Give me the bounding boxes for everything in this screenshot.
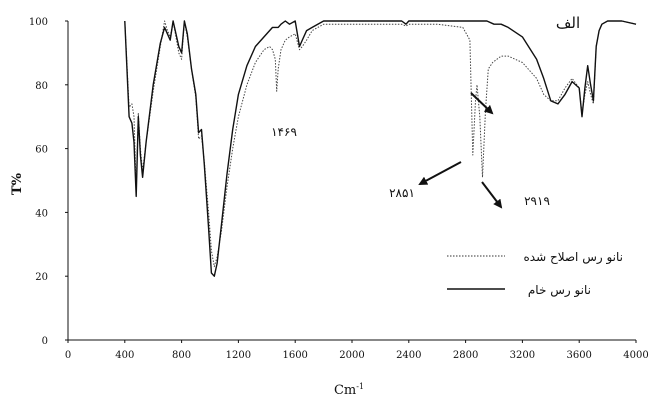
- x-tick-label: 2800: [453, 350, 478, 361]
- x-tick-label: 3600: [566, 350, 591, 361]
- annotation-arrow-2851: [418, 161, 462, 185]
- x-tick-label: 3200: [510, 350, 535, 361]
- x-tick-label: 800: [172, 350, 191, 361]
- series-layer: [124, 20, 637, 277]
- y-axis-title: T%: [10, 172, 25, 195]
- y-tick-label: 100: [29, 17, 48, 28]
- series-line-0: [124, 20, 637, 268]
- x-tick-label: 400: [115, 350, 134, 361]
- y-tick-label: 0: [42, 336, 48, 347]
- y-tick-labels: 0 20 40 60 80 100: [29, 17, 68, 347]
- annotation-label-2851: ۲۸۵۱: [389, 186, 415, 200]
- x-tick-label: 2400: [396, 350, 421, 361]
- x-tick-label: 1200: [226, 350, 251, 361]
- annotation-label-1469: ۱۴۶۹: [271, 125, 297, 139]
- legend: نانو رس اصلاح شده نانو رس خام: [447, 250, 623, 298]
- annotation-label-2919: ۲۹۱۹: [524, 194, 550, 208]
- annotation-arrow-2919: [481, 181, 503, 209]
- panel-label: الف: [556, 14, 580, 32]
- x-tick-labels: 0 400 800 1200 1600 2000 2400 2800 3200 3600 4000: [65, 340, 649, 361]
- y-tick-label: 20: [35, 272, 48, 283]
- x-tick-label: 2000: [339, 350, 364, 361]
- y-tick-label: 60: [35, 145, 48, 156]
- x-tick-label: 4000: [623, 350, 648, 361]
- x-tick-label: 0: [65, 350, 71, 361]
- x-tick-label: 1600: [282, 350, 307, 361]
- x-axis-title: Cm-1: [334, 382, 364, 398]
- legend-label-raw: نانو رس خام: [528, 283, 591, 298]
- series-line-1: [124, 20, 637, 277]
- y-tick-label: 40: [35, 208, 48, 219]
- annotation-arrow-1469: [470, 92, 494, 115]
- legend-label-modified: نانو رس اصلاح شده: [524, 250, 624, 265]
- y-tick-label: 80: [35, 81, 48, 92]
